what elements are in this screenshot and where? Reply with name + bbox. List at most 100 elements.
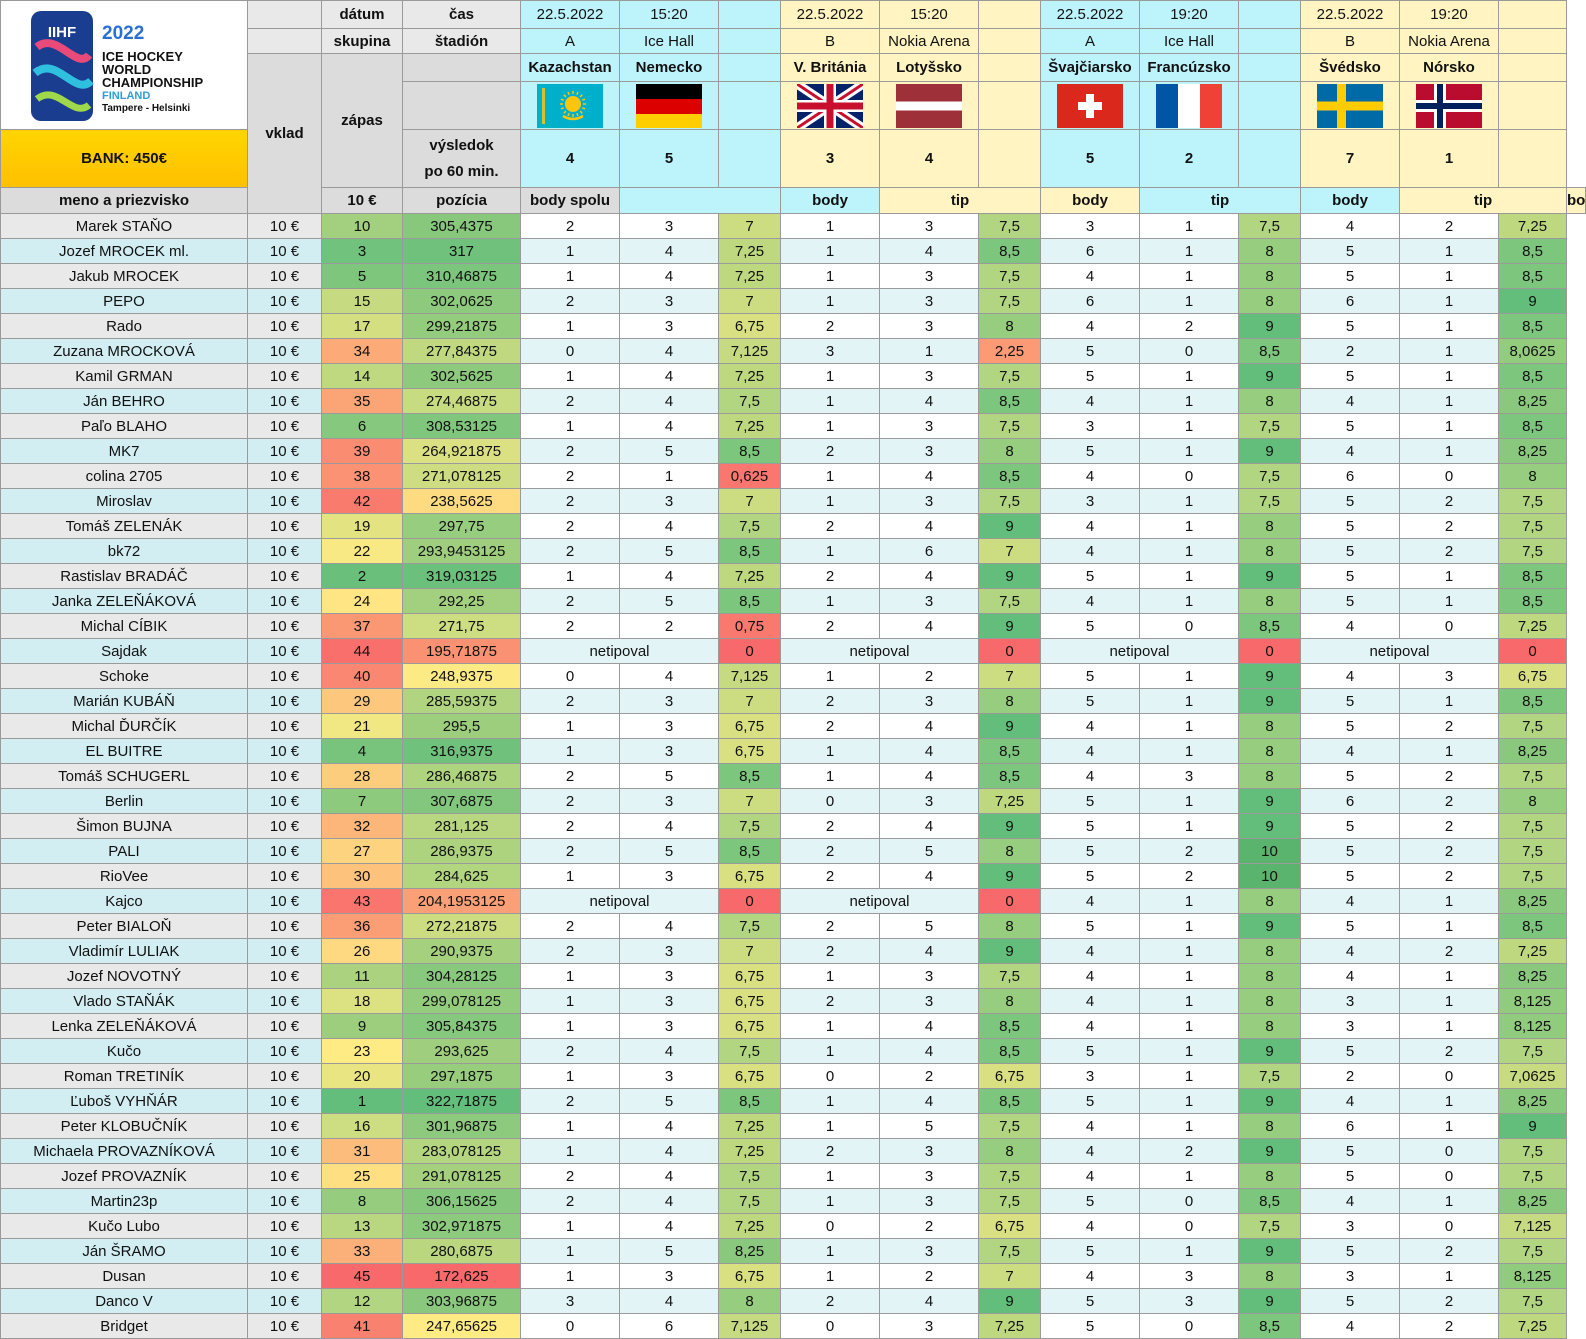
tip-away: 3 bbox=[879, 363, 979, 389]
tip-away: 3 bbox=[619, 313, 719, 339]
home-score: 5 bbox=[1040, 129, 1140, 188]
norway-flag-icon bbox=[1416, 83, 1482, 128]
tip-home: 2 bbox=[780, 513, 880, 539]
player-position: 35 bbox=[321, 388, 403, 414]
tip-away: 3 bbox=[879, 963, 979, 989]
tip-home: 4 bbox=[1040, 738, 1140, 764]
tip-home: 5 bbox=[1040, 338, 1140, 364]
match-time: 15:20 bbox=[619, 0, 719, 29]
tip-away: 1 bbox=[1139, 413, 1239, 439]
tip-home: 5 bbox=[1300, 488, 1400, 514]
match-points: 8,5 bbox=[1238, 1188, 1301, 1214]
tip-home: 4 bbox=[1300, 613, 1400, 639]
tip-away: 2 bbox=[1399, 513, 1499, 539]
tip-away: 1 bbox=[1139, 713, 1239, 739]
tip-home: 3 bbox=[1300, 988, 1400, 1014]
tip-home: 0 bbox=[780, 1063, 880, 1089]
tip-away: 0 bbox=[1399, 1163, 1499, 1189]
tip-home: 1 bbox=[780, 1038, 880, 1064]
logo-country: FINLAND bbox=[102, 89, 151, 102]
player-position: 19 bbox=[321, 513, 403, 539]
home-flag bbox=[780, 81, 880, 130]
player-name: Vladimír LULIAK bbox=[0, 938, 248, 964]
match-points: 7,125 bbox=[1498, 1213, 1567, 1239]
table-row: Vlado STAŇÁK 10 €18 299,078125 1 3 6,75 2 3 8 4 1 8… bbox=[0, 988, 1586, 1014]
player-total-points: 286,46875 bbox=[402, 763, 521, 789]
header-cas: čas bbox=[402, 0, 521, 29]
tip-home: 5 bbox=[1040, 438, 1140, 464]
player-position: 32 bbox=[321, 813, 403, 839]
tip-away: 2 bbox=[1399, 813, 1499, 839]
tip-home: 5 bbox=[1040, 563, 1140, 589]
not-tipped-label: netipoval bbox=[780, 888, 979, 914]
match-points: 6,75 bbox=[978, 1213, 1041, 1239]
table-row: Jozef NOVOTNÝ 10 €11 304,28125 1 3 6,75 1 3 7,5 4… bbox=[0, 963, 1586, 989]
away-flag bbox=[619, 81, 719, 130]
match-points: 0,625 bbox=[718, 463, 781, 489]
match-points: 0 bbox=[718, 638, 781, 664]
tip-away: 0 bbox=[1139, 463, 1239, 489]
tip-away: 1 bbox=[1399, 563, 1499, 589]
match-points: 6,75 bbox=[718, 963, 781, 989]
tip-home: 1 bbox=[520, 563, 620, 589]
match-points: 8 bbox=[978, 313, 1041, 339]
match-points: 7,5 bbox=[1238, 463, 1301, 489]
header-meno: meno a priezvisko bbox=[0, 187, 248, 214]
match-points: 8,25 bbox=[1498, 963, 1567, 989]
tip-home: 1 bbox=[780, 763, 880, 789]
player-vklad: 10 € bbox=[247, 1088, 322, 1114]
tip-away: 3 bbox=[619, 1263, 719, 1289]
table-row: Zuzana MROCKOVÁ 10 €34 277,84375 0 4 7,125 3 1 2… bbox=[0, 338, 1586, 364]
table-row: Šimon BUJNA 10 €32 281,125 2 4 7,5 2 4 9 5 1 9 5 2 7,5 bbox=[0, 813, 1586, 839]
player-vklad: 10 € bbox=[247, 813, 322, 839]
header-tip-match3: tip bbox=[1139, 187, 1301, 214]
player-name: Roman TRETINÍK bbox=[0, 1063, 248, 1089]
tip-home: 5 bbox=[1300, 413, 1400, 439]
tip-home: 5 bbox=[1040, 813, 1140, 839]
player-vklad: 10 € bbox=[247, 838, 322, 864]
match-points: 8,25 bbox=[1498, 1088, 1567, 1114]
match-points: 7,25 bbox=[718, 238, 781, 264]
match-points: 8 bbox=[1238, 238, 1301, 264]
tip-away: 3 bbox=[879, 688, 979, 714]
match-arena: Ice Hall bbox=[619, 28, 719, 54]
player-name: Ján BEHRO bbox=[0, 388, 248, 414]
tip-away: 1 bbox=[1399, 963, 1499, 989]
tip-home: 5 bbox=[1300, 538, 1400, 564]
tip-away: 5 bbox=[879, 838, 979, 864]
table-row: MK7 10 €39 264,921875 2 5 8,5 2 3 8 5 1 9 4 1 8,25 bbox=[0, 438, 1586, 464]
match-points: 7,5 bbox=[978, 363, 1041, 389]
tip-away: 1 bbox=[1399, 988, 1499, 1014]
player-total-points: 293,9453125 bbox=[402, 538, 521, 564]
player-total-points: 291,078125 bbox=[402, 1163, 521, 1189]
tip-away: 1 bbox=[1399, 1263, 1499, 1289]
match-points: 8 bbox=[1238, 888, 1301, 914]
match-points: 8,5 bbox=[978, 1013, 1041, 1039]
match-points: 9 bbox=[1238, 1288, 1301, 1314]
tip-home: 2 bbox=[520, 813, 620, 839]
tip-home: 4 bbox=[1040, 1163, 1140, 1189]
player-name: Danco V bbox=[0, 1288, 248, 1314]
match-date: 22.5.2022 bbox=[1300, 0, 1400, 29]
tip-home: 4 bbox=[1040, 938, 1140, 964]
player-name: Peter BIALOŇ bbox=[0, 913, 248, 939]
tip-away: 1 bbox=[1139, 688, 1239, 714]
tip-home: 1 bbox=[780, 213, 880, 239]
player-vklad: 10 € bbox=[247, 488, 322, 514]
tip-home: 0 bbox=[520, 338, 620, 364]
player-name: Rastislav BRADÁČ bbox=[0, 563, 248, 589]
tip-home: 2 bbox=[780, 1288, 880, 1314]
player-total-points: 283,078125 bbox=[402, 1138, 521, 1164]
tip-away: 4 bbox=[619, 238, 719, 264]
player-total-points: 305,4375 bbox=[402, 213, 521, 239]
player-position: 12 bbox=[321, 1288, 403, 1314]
tip-home: 4 bbox=[1040, 1263, 1140, 1289]
tip-home: 5 bbox=[1300, 563, 1400, 589]
player-total-points: 286,9375 bbox=[402, 838, 521, 864]
table-row: Ján ŠRAMO 10 €33 280,6875 1 5 8,25 1 3 7,5 5 1 9 5 2 7… bbox=[0, 1238, 1586, 1264]
tip-home: 1 bbox=[780, 463, 880, 489]
tip-home: 1 bbox=[780, 588, 880, 614]
table-row: bk72 10 €22 293,9453125 2 5 8,5 1 6 7 4 1 8 5 2 7,5 bbox=[0, 538, 1586, 564]
player-total-points: 280,6875 bbox=[402, 1238, 521, 1264]
tip-home: 5 bbox=[1040, 838, 1140, 864]
